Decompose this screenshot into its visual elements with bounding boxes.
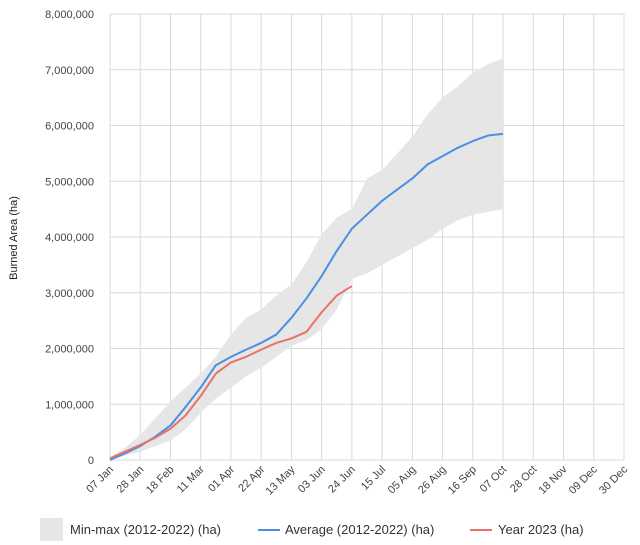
x-tick-label: 24 Jun — [326, 464, 358, 496]
series-lines — [109, 132, 504, 461]
y-tick-label: 6,000,000 — [45, 121, 94, 133]
legend[interactable]: Min-max (2012-2022) (ha) Average (2012-2… — [40, 518, 584, 541]
min-max-band — [110, 58, 504, 460]
average-line — [109, 132, 504, 461]
x-tick-label: 26 Aug — [416, 464, 449, 497]
y-axis-ticks: 0 1,000,000 2,000,000 3,000,000 4,000,000 5,0… — [45, 9, 94, 467]
x-tick-label: 30 Dec — [597, 463, 630, 496]
x-tick-label: 09 Dec — [567, 463, 600, 496]
x-tick-label: 22 Apr — [236, 463, 267, 494]
y-axis-title: Burned Area (ha) — [8, 196, 20, 280]
x-tick-label: 01 Apr — [206, 463, 237, 494]
legend-band-label: Min-max (2012-2022) (ha) — [70, 522, 221, 537]
y-tick-label: 2,000,000 — [45, 344, 94, 356]
y-tick-label: 3,000,000 — [45, 288, 94, 300]
y-tick-label: 7,000,000 — [45, 65, 94, 77]
y-tick-label: 1,000,000 — [45, 399, 94, 411]
x-tick-label: 07 Oct — [478, 464, 509, 495]
year-2023-line — [109, 285, 353, 460]
y-tick-label: 0 — [88, 455, 94, 467]
x-tick-label: 03 Jun — [296, 464, 328, 496]
legend-band-swatch — [40, 518, 63, 541]
x-tick-label: 28 Oct — [508, 464, 539, 495]
legend-average-label: Average (2012-2022) (ha) — [285, 522, 434, 537]
y-tick-label: 8,000,000 — [45, 9, 94, 21]
x-tick-label: 05 Aug — [386, 464, 419, 497]
x-tick-label: 28 Jan — [115, 464, 147, 496]
x-tick-label: 15 Jul — [359, 464, 388, 493]
x-tick-label: 11 Mar — [175, 463, 207, 495]
x-tick-label: 18 Nov — [537, 463, 570, 496]
x-tick-label: 07 Jan — [84, 464, 116, 496]
y-tick-label: 5,000,000 — [45, 176, 94, 188]
x-tick-label: 13 May — [264, 463, 298, 497]
x-tick-label: 18 Feb — [144, 464, 177, 497]
y-tick-label: 4,000,000 — [45, 232, 94, 244]
x-tick-label: 16 Sep — [446, 464, 479, 497]
legend-year-label: Year 2023 (ha) — [498, 522, 584, 537]
min-max-band-area — [110, 58, 504, 460]
